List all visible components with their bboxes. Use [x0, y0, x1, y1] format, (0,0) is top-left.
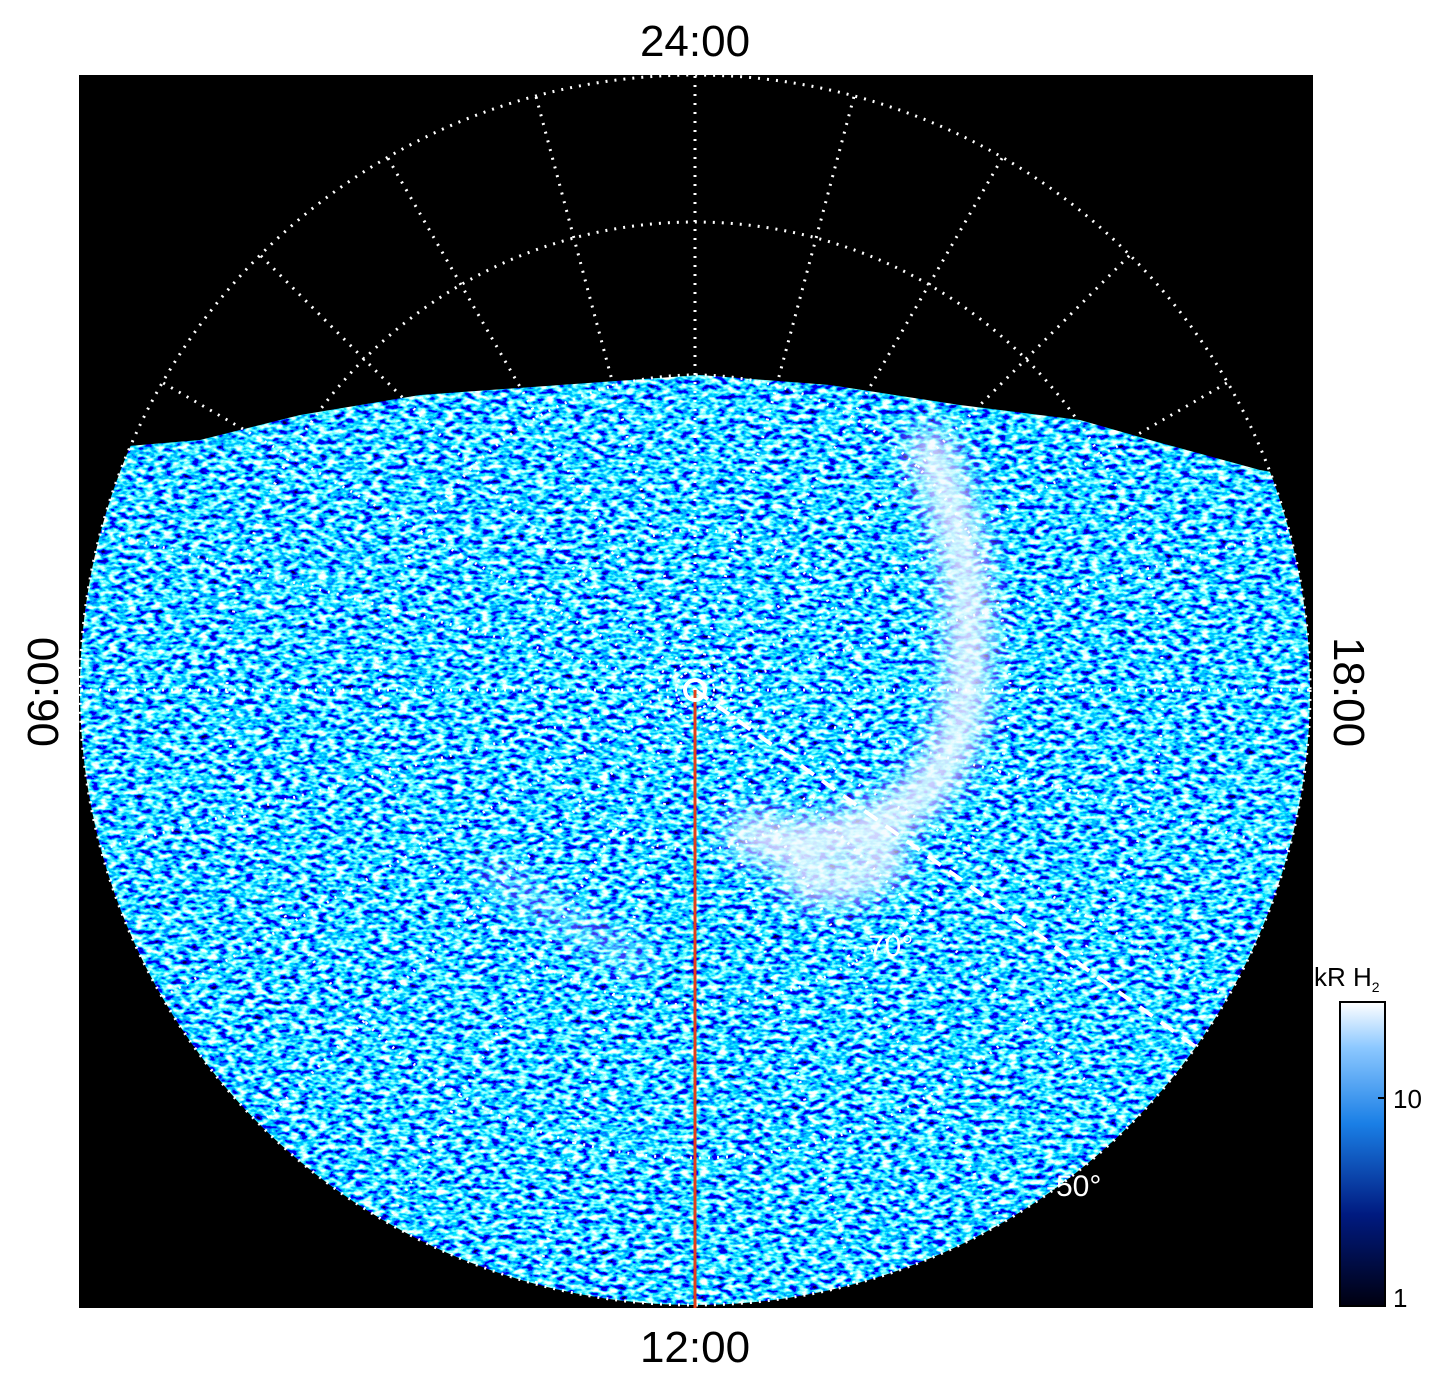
meridian — [534, 95, 697, 691]
latitude-label: -50° — [1046, 1170, 1101, 1203]
meridian — [693, 689, 856, 1285]
meridian — [693, 156, 1004, 691]
local-time-label: 24:00 — [640, 17, 750, 66]
polar-grid — [78, 73, 1312, 1307]
meridian — [693, 689, 1004, 1224]
meridian — [259, 688, 697, 1126]
meridian — [693, 254, 1131, 692]
meridian — [694, 688, 1229, 999]
meridian — [694, 529, 1290, 692]
meridian — [693, 95, 856, 691]
latitude-label: -70° — [858, 930, 913, 963]
colorbar — [1339, 1001, 1386, 1307]
latitude-circle — [78, 73, 1312, 1307]
local-time-label: 06:00 — [19, 637, 68, 747]
meridian — [100, 529, 696, 692]
meridian — [534, 689, 697, 1285]
meridian — [161, 381, 696, 692]
local-time-label: 18:00 — [1324, 637, 1373, 747]
colorbar-title: kR H2 — [1314, 962, 1380, 995]
meridian — [259, 254, 697, 692]
meridian — [693, 688, 1131, 1126]
colorbar-tick-label: 1 — [1393, 1283, 1407, 1313]
latitude-circle — [533, 528, 857, 852]
meridian — [386, 156, 697, 691]
auroral-oval — [481, 427, 991, 969]
meridian — [161, 688, 696, 999]
pole-marker — [683, 678, 707, 702]
meridian — [100, 688, 696, 851]
meridian — [386, 689, 697, 1224]
meridian — [694, 381, 1229, 692]
meridian — [694, 688, 1290, 851]
colorbar-tick-label: 10 — [1393, 1084, 1422, 1114]
local-time-label: 12:00 — [640, 1323, 750, 1372]
